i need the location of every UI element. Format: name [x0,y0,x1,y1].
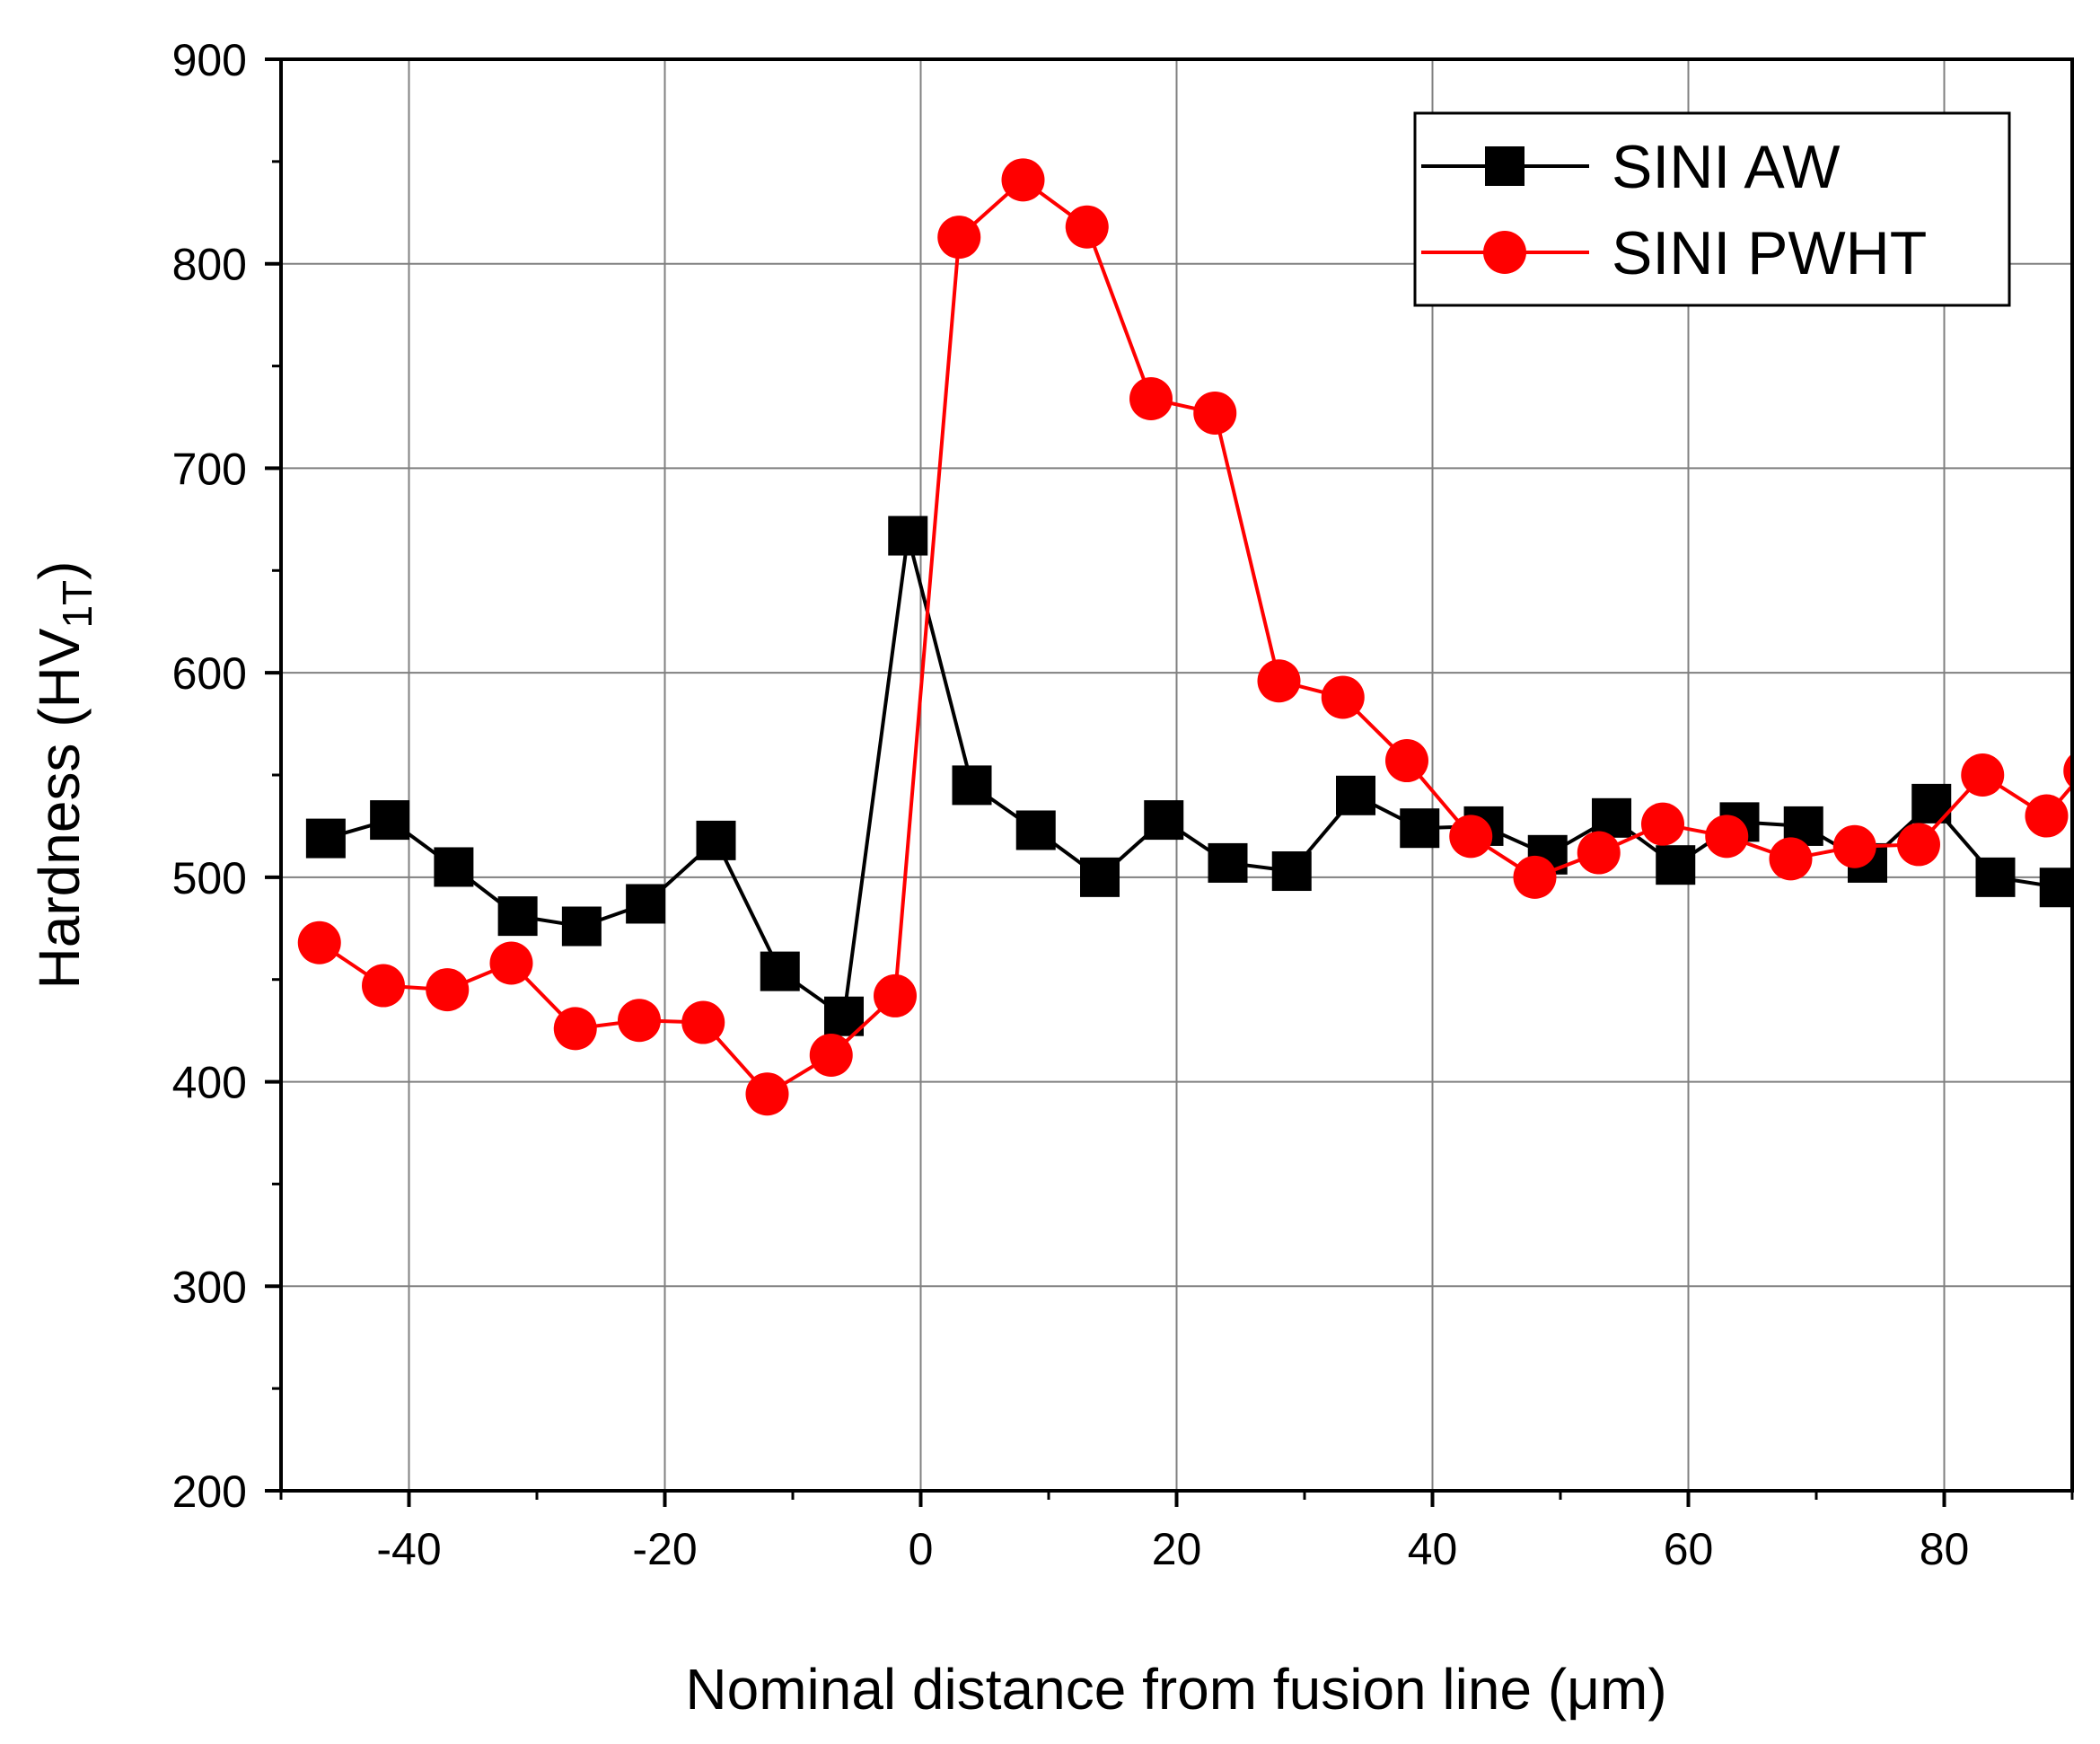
y-axis-title: Hardness (HV1T) [27,561,101,990]
y-tick-label: 500 [172,853,247,903]
x-tick-label: 80 [1920,1524,1970,1574]
y-axis-title-main: Hardness (HV [27,628,92,989]
series-line-sini-aw [325,533,2060,1018]
data-point-sini-pwht [1769,837,1813,881]
data-point-sini-aw [434,847,474,887]
y-tick-label: 200 [172,1467,247,1517]
data-point-sini-pwht [297,920,341,964]
data-point-sini-aw [1015,810,1056,850]
y-tick-label: 800 [172,240,247,290]
data-point-sini-aw [497,896,538,937]
data-point-sini-pwht [1577,831,1621,875]
data-point-sini-aw [1080,857,1120,897]
data-point-sini-aw [370,800,410,841]
data-point-sini-pwht [1129,377,1173,421]
data-point-sini-aw [952,765,992,806]
data-point-sini-pwht [1641,802,1684,846]
data-point-sini-aw [1144,800,1184,841]
data-point-sini-aw [1656,845,1696,885]
data-point-sini-pwht [1897,823,1940,867]
data-point-sini-pwht [362,964,405,1008]
data-point-sini-aw [1592,797,1631,838]
data-point-sini-aw [1208,842,1248,883]
x-tick-label: 20 [1152,1524,1202,1574]
axis-ticks [265,57,2074,1507]
x-axis-title: Nominal distance from fusion line (μm) [685,1657,1666,1722]
data-point-sini-pwht [1321,675,1365,719]
grid-lines [281,59,2072,1491]
data-point-sini-aw [626,884,666,924]
legend-marker-sini-pwht [1483,231,1526,274]
data-point-sini-aw [1336,775,1375,815]
legend: SINI AW SINI PWHT [1413,111,2011,307]
data-point-sini-pwht [1257,659,1301,703]
tick-labels: -40 -20 0 20 40 60 80 200 300 400 500 600 700 800 900 [172,35,1970,1574]
data-point-sini-pwht [553,1007,597,1051]
data-point-sini-aw [760,951,800,991]
data-point-sini-pwht [874,973,917,1017]
data-point-sini-aw [1975,857,2016,897]
data-point-sini-aw [305,818,346,859]
y-tick-label: 400 [172,1058,247,1108]
x-tick-label: -40 [376,1524,441,1574]
data-point-sini-pwht [681,1000,725,1044]
data-point-sini-pwht [1705,815,1749,859]
data-point-sini-aw [2039,868,2072,908]
data-point-sini-pwht [489,941,533,985]
y-axis-title-close: ) [27,561,92,580]
legend-label-sini-pwht: SINI PWHT [1612,219,1927,287]
data-point-sini-pwht [1961,753,2005,797]
data-point-sini-aw [1271,851,1312,892]
data-point-sini-pwht [2063,753,2072,788]
x-tick-label: 0 [909,1524,934,1574]
series-layer [297,158,2072,1116]
y-tick-label: 700 [172,444,247,494]
data-point-sini-pwht [1832,824,1876,868]
plot-area-frame [279,57,2074,1493]
data-point-sini-pwht [937,216,981,260]
data-point-sini-pwht [426,968,470,1012]
data-point-sini-pwht [1193,391,1237,435]
legend-box [1413,111,2011,307]
data-point-sini-pwht [1001,158,1045,202]
data-point-sini-aw [696,820,736,860]
data-point-sini-aw [561,906,602,947]
y-axis-title-subscript: 1T [54,580,101,629]
x-tick-label: -20 [632,1524,697,1574]
y-tick-label: 300 [172,1262,247,1312]
y-tick-label: 600 [172,648,247,699]
legend-label-sini-aw: SINI AW [1612,133,1840,201]
x-tick-label: 60 [1664,1524,1714,1574]
x-tick-label: 40 [1408,1524,1458,1574]
data-point-sini-aw [1400,808,1440,849]
data-point-sini-pwht [809,1033,853,1077]
data-point-sini-pwht [745,1072,789,1116]
data-point-sini-aw [888,515,928,556]
data-point-sini-pwht [1513,855,1557,899]
data-point-sini-pwht [618,999,661,1043]
data-point-sini-pwht [2025,794,2069,838]
data-point-sini-pwht [1449,815,1493,859]
data-point-sini-pwht [1385,739,1428,783]
legend-marker-sini-aw [1485,146,1524,186]
data-point-sini-pwht [1065,205,1109,249]
series-sini-pwht [297,158,2072,1116]
y-tick-label: 900 [172,35,247,85]
